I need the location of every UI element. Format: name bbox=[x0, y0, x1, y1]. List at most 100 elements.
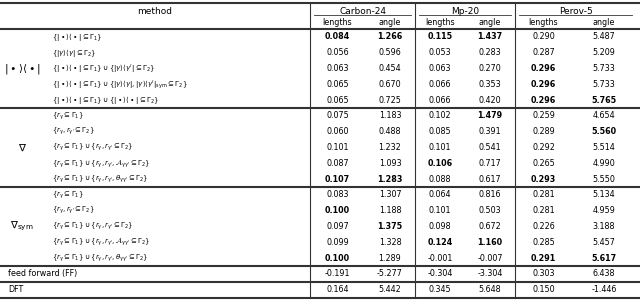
Text: 0.265: 0.265 bbox=[532, 159, 555, 168]
Text: 1.289: 1.289 bbox=[379, 253, 401, 263]
Text: Perov-5: Perov-5 bbox=[559, 7, 593, 16]
Text: -0.007: -0.007 bbox=[477, 253, 503, 263]
Text: 0.259: 0.259 bbox=[532, 111, 555, 120]
Text: 3.188: 3.188 bbox=[593, 222, 615, 231]
Text: -0.191: -0.191 bbox=[324, 269, 350, 278]
Text: 1.232: 1.232 bbox=[379, 143, 401, 152]
Text: 5.648: 5.648 bbox=[479, 285, 501, 294]
Text: 5.209: 5.209 bbox=[593, 48, 616, 57]
Text: 1.307: 1.307 bbox=[379, 190, 401, 199]
Text: 6.438: 6.438 bbox=[593, 269, 615, 278]
Text: 5.457: 5.457 bbox=[593, 238, 616, 247]
Text: 1.283: 1.283 bbox=[378, 174, 403, 184]
Text: 0.101: 0.101 bbox=[429, 206, 451, 215]
Text: 0.099: 0.099 bbox=[326, 238, 349, 247]
Text: 5.550: 5.550 bbox=[593, 174, 616, 184]
Text: $\nabla_{\mathrm{sym}}$: $\nabla_{\mathrm{sym}}$ bbox=[10, 220, 34, 233]
Text: -5.277: -5.277 bbox=[377, 269, 403, 278]
Text: 5.560: 5.560 bbox=[591, 127, 616, 136]
Text: Mp-20: Mp-20 bbox=[451, 7, 479, 16]
Text: 0.102: 0.102 bbox=[429, 111, 451, 120]
Text: 0.292: 0.292 bbox=[532, 143, 555, 152]
Text: 0.088: 0.088 bbox=[429, 174, 451, 184]
Text: 5.134: 5.134 bbox=[593, 190, 615, 199]
Text: 0.420: 0.420 bbox=[479, 95, 501, 105]
Text: 5.442: 5.442 bbox=[379, 285, 401, 294]
Text: 1.160: 1.160 bbox=[477, 238, 502, 247]
Text: lengths: lengths bbox=[529, 18, 558, 27]
Text: 0.066: 0.066 bbox=[429, 80, 451, 89]
Text: $\{|\bullet\rangle\langle\bullet|\subseteq\Gamma_1\}\cup\{|\gamma\rangle\langle\: $\{|\bullet\rangle\langle\bullet|\subset… bbox=[52, 63, 156, 74]
Text: 0.670: 0.670 bbox=[379, 80, 401, 89]
Text: 1.479: 1.479 bbox=[477, 111, 502, 120]
Text: 0.296: 0.296 bbox=[531, 95, 556, 105]
Text: 0.100: 0.100 bbox=[325, 253, 350, 263]
Text: 0.391: 0.391 bbox=[479, 127, 501, 136]
Text: 0.281: 0.281 bbox=[532, 206, 555, 215]
Text: 1.437: 1.437 bbox=[477, 32, 502, 41]
Text: 0.816: 0.816 bbox=[479, 190, 501, 199]
Text: -0.304: -0.304 bbox=[428, 269, 452, 278]
Text: 0.270: 0.270 bbox=[479, 64, 501, 73]
Text: angle: angle bbox=[593, 18, 615, 27]
Text: Carbon-24: Carbon-24 bbox=[339, 7, 386, 16]
Text: 5.765: 5.765 bbox=[591, 95, 616, 105]
Text: 0.065: 0.065 bbox=[326, 80, 349, 89]
Text: 0.283: 0.283 bbox=[479, 48, 501, 57]
Text: 0.064: 0.064 bbox=[429, 190, 451, 199]
Text: feed forward (FF): feed forward (FF) bbox=[8, 269, 77, 278]
Text: $\{r_\gamma\subseteq\Gamma_1\}\cup\{r_\gamma,r_{\gamma'},\theta_{\gamma\gamma'}\: $\{r_\gamma\subseteq\Gamma_1\}\cup\{r_\g… bbox=[52, 253, 148, 264]
Text: 0.596: 0.596 bbox=[379, 48, 401, 57]
Text: $\{r_\gamma,r_{\gamma'}\subseteq\Gamma_2\}$: $\{r_\gamma,r_{\gamma'}\subseteq\Gamma_2… bbox=[52, 205, 95, 217]
Text: 0.617: 0.617 bbox=[479, 174, 501, 184]
Text: angle: angle bbox=[479, 18, 501, 27]
Text: 0.053: 0.053 bbox=[429, 48, 451, 57]
Text: $\{r_\gamma\subseteq\Gamma_1\}\cup\{r_\gamma,r_{\gamma'},\mathcal{A}_{\gamma\gam: $\{r_\gamma\subseteq\Gamma_1\}\cup\{r_\g… bbox=[52, 236, 150, 249]
Text: 0.065: 0.065 bbox=[326, 95, 349, 105]
Text: $\{|\bullet\rangle\langle\bullet|\subseteq\Gamma_1\}\cup\{|\bullet\rangle\langle: $\{|\bullet\rangle\langle\bullet|\subset… bbox=[52, 94, 159, 106]
Text: 0.281: 0.281 bbox=[532, 190, 555, 199]
Text: 0.541: 0.541 bbox=[479, 143, 501, 152]
Text: 0.353: 0.353 bbox=[479, 80, 501, 89]
Text: 5.617: 5.617 bbox=[591, 253, 616, 263]
Text: 4.990: 4.990 bbox=[593, 159, 616, 168]
Text: 0.150: 0.150 bbox=[532, 285, 555, 294]
Text: 0.296: 0.296 bbox=[531, 64, 556, 73]
Text: 0.098: 0.098 bbox=[429, 222, 451, 231]
Text: 0.303: 0.303 bbox=[532, 269, 555, 278]
Text: $\{|\bullet\rangle\langle\bullet|\subseteq\Gamma_1\}$: $\{|\bullet\rangle\langle\bullet|\subset… bbox=[52, 31, 102, 43]
Text: 0.124: 0.124 bbox=[428, 238, 452, 247]
Text: 0.063: 0.063 bbox=[326, 64, 349, 73]
Text: 5.514: 5.514 bbox=[593, 143, 616, 152]
Text: 0.289: 0.289 bbox=[532, 127, 555, 136]
Text: $\{|\bullet\rangle\langle\bullet|\subseteq\Gamma_1\}\cup\{|\gamma\rangle\langle\: $\{|\bullet\rangle\langle\bullet|\subset… bbox=[52, 78, 188, 91]
Text: $\nabla$: $\nabla$ bbox=[17, 142, 26, 153]
Text: $\{r_\gamma\subseteq\Gamma_1\}\cup\{r_\gamma,r_{\gamma'}\subseteq\Gamma_2\}$: $\{r_\gamma\subseteq\Gamma_1\}\cup\{r_\g… bbox=[52, 142, 133, 153]
Text: 0.226: 0.226 bbox=[532, 222, 555, 231]
Text: 0.291: 0.291 bbox=[531, 253, 556, 263]
Text: 0.717: 0.717 bbox=[479, 159, 501, 168]
Text: 0.672: 0.672 bbox=[479, 222, 501, 231]
Text: 0.101: 0.101 bbox=[429, 143, 451, 152]
Text: 1.183: 1.183 bbox=[379, 111, 401, 120]
Text: 0.106: 0.106 bbox=[428, 159, 452, 168]
Text: 0.084: 0.084 bbox=[325, 32, 350, 41]
Text: 4.959: 4.959 bbox=[593, 206, 616, 215]
Text: 0.488: 0.488 bbox=[379, 127, 401, 136]
Text: 0.285: 0.285 bbox=[532, 238, 555, 247]
Text: $\{r_\gamma\subseteq\Gamma_1\}\cup\{r_\gamma,r_{\gamma'},\theta_{\gamma\gamma'}\: $\{r_\gamma\subseteq\Gamma_1\}\cup\{r_\g… bbox=[52, 174, 148, 185]
Text: 0.100: 0.100 bbox=[325, 206, 350, 215]
Text: lengths: lengths bbox=[323, 18, 352, 27]
Text: DFT: DFT bbox=[8, 285, 23, 294]
Text: 0.296: 0.296 bbox=[531, 80, 556, 89]
Text: 0.066: 0.066 bbox=[429, 95, 451, 105]
Text: 1.266: 1.266 bbox=[378, 32, 403, 41]
Text: 0.290: 0.290 bbox=[532, 32, 555, 41]
Text: $\{|\gamma\rangle\langle\gamma|\subseteq\Gamma_2\}$: $\{|\gamma\rangle\langle\gamma|\subseteq… bbox=[52, 47, 97, 59]
Text: 0.097: 0.097 bbox=[326, 222, 349, 231]
Text: lengths: lengths bbox=[425, 18, 455, 27]
Text: 1.093: 1.093 bbox=[379, 159, 401, 168]
Text: 0.107: 0.107 bbox=[325, 174, 350, 184]
Text: method: method bbox=[138, 7, 173, 16]
Text: 5.733: 5.733 bbox=[593, 80, 616, 89]
